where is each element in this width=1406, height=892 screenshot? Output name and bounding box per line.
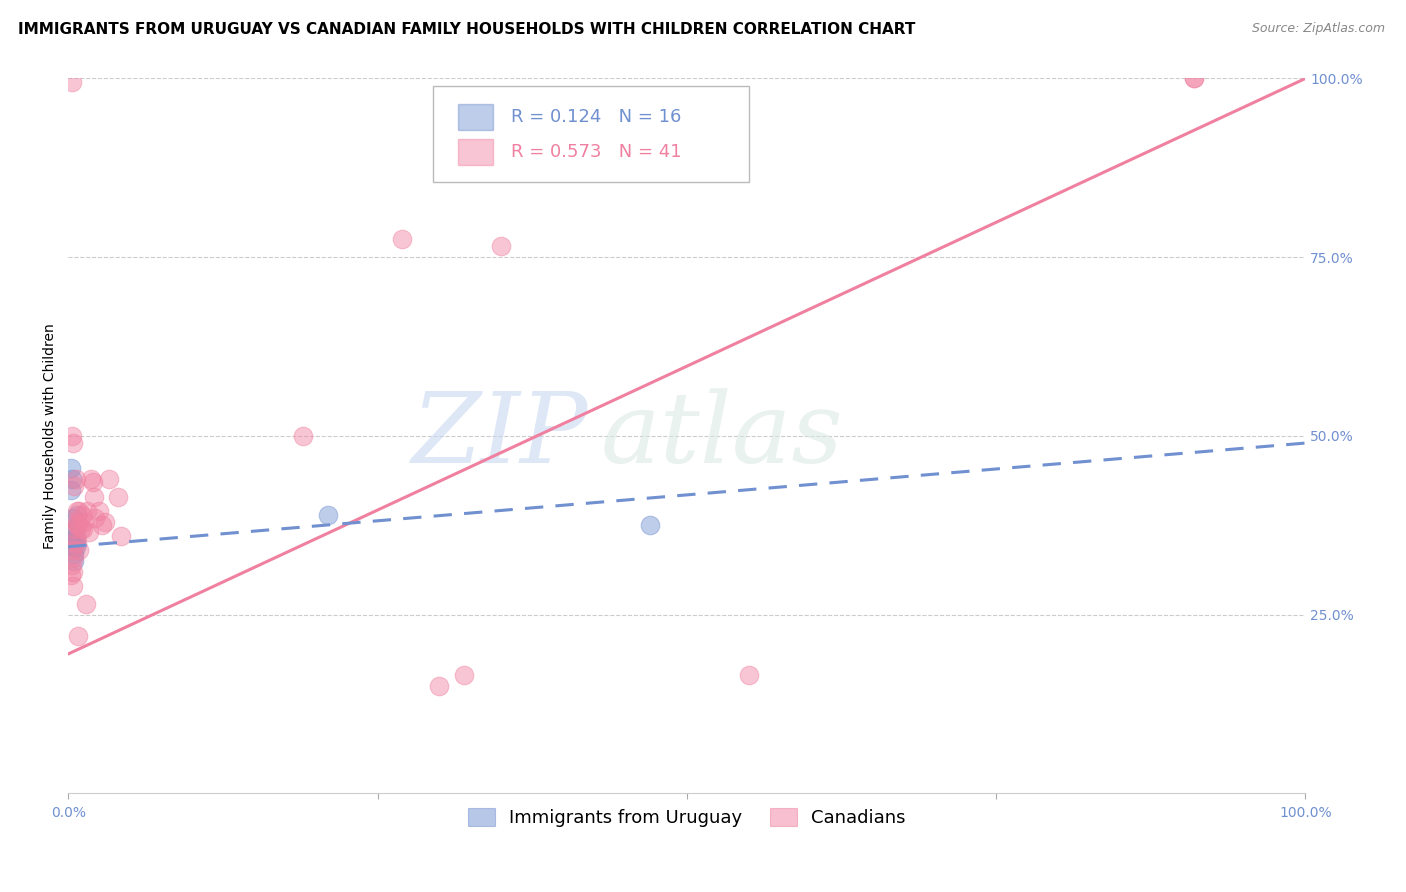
- Point: [90, 518, 112, 533]
- Point: [62, 579, 84, 593]
- Text: atlas: atlas: [600, 388, 844, 483]
- FancyBboxPatch shape: [458, 104, 492, 130]
- Point: [63, 522, 86, 536]
- Point: [66, 518, 89, 533]
- Point: [69, 522, 91, 536]
- Point: [98, 472, 121, 486]
- Point: [1182, 71, 1205, 86]
- Point: [737, 668, 759, 682]
- Point: [75, 597, 97, 611]
- Point: [60, 75, 83, 89]
- Text: Source: ZipAtlas.com: Source: ZipAtlas.com: [1251, 22, 1385, 36]
- Point: [83, 490, 105, 504]
- Legend: Immigrants from Uruguay, Canadians: Immigrants from Uruguay, Canadians: [461, 801, 912, 834]
- FancyBboxPatch shape: [458, 139, 492, 165]
- Point: [429, 679, 451, 693]
- Point: [453, 668, 475, 682]
- Point: [66, 536, 89, 550]
- Point: [66, 508, 89, 522]
- Point: [62, 525, 84, 540]
- Point: [60, 472, 83, 486]
- Point: [70, 508, 93, 522]
- Point: [110, 529, 132, 543]
- Point: [79, 472, 101, 486]
- Point: [89, 504, 111, 518]
- Point: [391, 232, 413, 246]
- Point: [67, 504, 90, 518]
- Point: [67, 518, 90, 533]
- Text: R = 0.124   N = 16: R = 0.124 N = 16: [512, 108, 682, 126]
- Point: [76, 504, 98, 518]
- Text: ZIP: ZIP: [412, 388, 588, 483]
- Point: [59, 483, 82, 497]
- Point: [63, 550, 86, 565]
- Point: [84, 511, 107, 525]
- Point: [107, 490, 129, 504]
- Point: [67, 629, 90, 643]
- Point: [60, 558, 83, 572]
- Point: [62, 565, 84, 579]
- Point: [62, 436, 84, 450]
- Point: [59, 461, 82, 475]
- Point: [67, 543, 90, 558]
- Point: [82, 475, 104, 490]
- Text: R = 0.573   N = 41: R = 0.573 N = 41: [512, 143, 682, 161]
- Point: [73, 515, 96, 529]
- Point: [65, 540, 87, 554]
- Point: [65, 533, 87, 547]
- Point: [63, 533, 86, 547]
- Point: [65, 533, 87, 547]
- Point: [63, 547, 86, 561]
- Point: [65, 472, 87, 486]
- Point: [63, 479, 86, 493]
- Point: [63, 540, 86, 554]
- Point: [66, 504, 89, 518]
- Point: [65, 529, 87, 543]
- Point: [77, 525, 100, 540]
- Y-axis label: Family Households with Children: Family Households with Children: [44, 323, 58, 549]
- Point: [72, 522, 94, 536]
- Point: [292, 429, 315, 443]
- Point: [62, 511, 84, 525]
- Point: [65, 515, 87, 529]
- Point: [489, 239, 512, 253]
- Point: [316, 508, 339, 522]
- Point: [60, 429, 83, 443]
- Point: [62, 522, 84, 536]
- Point: [1182, 71, 1205, 86]
- Point: [59, 568, 82, 582]
- Point: [63, 554, 86, 568]
- Text: IMMIGRANTS FROM URUGUAY VS CANADIAN FAMILY HOUSEHOLDS WITH CHILDREN CORRELATION : IMMIGRANTS FROM URUGUAY VS CANADIAN FAMI…: [18, 22, 915, 37]
- Point: [94, 515, 117, 529]
- FancyBboxPatch shape: [433, 86, 748, 182]
- Point: [638, 518, 661, 533]
- Point: [60, 543, 83, 558]
